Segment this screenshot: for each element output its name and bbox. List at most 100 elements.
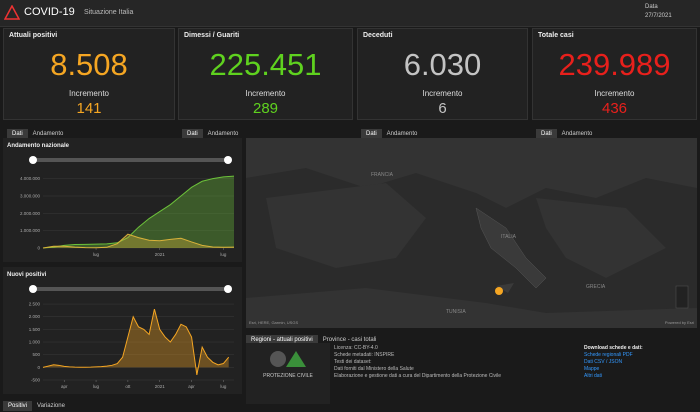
slider-handle[interactable] bbox=[224, 156, 232, 164]
tab[interactable]: Dati bbox=[7, 129, 28, 139]
download-link[interactable]: Dati CSV / JSON bbox=[584, 359, 623, 365]
tab[interactable]: Andamento bbox=[386, 131, 418, 137]
y-tick-label: 500 bbox=[32, 352, 40, 357]
y-tick-label: 0 bbox=[37, 365, 40, 370]
logo-panel: PROTEZIONE CIVILE bbox=[246, 343, 330, 404]
kpi-value: 6.030 bbox=[403, 47, 482, 82]
map-label: FRANCIA bbox=[371, 172, 394, 178]
chart-tabs: Positivi Variazione bbox=[3, 394, 70, 412]
kpi-increment: 436 bbox=[601, 100, 628, 117]
kpi-card: Dimessi / Guariti 225.451 Incremento 289 bbox=[178, 28, 353, 120]
y-tick-label: 1.000.000 bbox=[20, 228, 41, 233]
area bbox=[43, 176, 234, 248]
sicily bbox=[496, 283, 514, 293]
slider-handle[interactable] bbox=[224, 285, 232, 293]
kpi-title: Dimessi / Guariti bbox=[184, 32, 240, 39]
tab[interactable]: Regioni - attuali positivi bbox=[246, 335, 318, 345]
kpi-value: 225.451 bbox=[209, 47, 322, 82]
tab[interactable]: Dati bbox=[536, 129, 557, 139]
kpi-title: Totale casi bbox=[538, 32, 574, 39]
tab[interactable]: Province - casi totali bbox=[322, 337, 377, 343]
download-link[interactable]: Altri dati bbox=[584, 373, 603, 379]
region-marker[interactable] bbox=[495, 287, 503, 295]
title: COVID-19 bbox=[24, 6, 75, 18]
download-link[interactable]: Mappe bbox=[584, 366, 600, 372]
chart: Nuovi positivi -500 0 500 1.000 1.500 2.000 2.5… bbox=[3, 267, 242, 394]
y-tick-label: 2.000.000 bbox=[20, 211, 41, 216]
downloads: Download schede e dati: Schede regionali … bbox=[584, 345, 694, 380]
tab[interactable]: Andamento bbox=[32, 131, 64, 137]
info-line: Licenza: CC-BY-4.0 bbox=[334, 345, 378, 351]
land bbox=[246, 288, 697, 328]
x-tick-label: lug bbox=[220, 252, 227, 257]
y-tick-label: 3.000.000 bbox=[20, 194, 41, 199]
y-tick-label: 4.000.000 bbox=[20, 176, 41, 181]
zoom-control[interactable] bbox=[675, 285, 689, 309]
x-tick-label: apr bbox=[188, 384, 195, 389]
x-tick-label: apr bbox=[61, 384, 68, 389]
kpi-card: Totale casi 239.989 Incremento 436 bbox=[532, 28, 697, 120]
chart-title: Andamento nazionale bbox=[7, 143, 70, 149]
kpi-title: Attuali positivi bbox=[9, 32, 58, 39]
slider-handle[interactable] bbox=[29, 285, 37, 293]
download-link[interactable]: Schede regionali PDF bbox=[584, 352, 633, 358]
kpi-increment: 6 bbox=[438, 100, 447, 117]
kpi-card: Deceduti 6.030 Incremento 6 bbox=[357, 28, 528, 120]
x-tick-label: ott bbox=[125, 384, 131, 389]
kpi-increment-label: Incremento bbox=[594, 89, 635, 98]
tab[interactable]: Dati bbox=[182, 129, 203, 139]
land bbox=[536, 198, 666, 278]
tab[interactable]: Andamento bbox=[561, 131, 593, 137]
attribution: Esri, HERE, Garmin, USGS bbox=[249, 320, 298, 325]
chart-title: Nuovi positivi bbox=[7, 272, 47, 278]
card-tabs: Dati Andamento bbox=[182, 122, 243, 140]
slider-handle[interactable] bbox=[29, 156, 37, 164]
info-line: Schede metadati: INSPIRE bbox=[334, 352, 395, 358]
tab[interactable]: Variazione bbox=[37, 403, 65, 409]
tab[interactable]: Dati bbox=[361, 129, 382, 139]
info-line: Dati forniti dal Ministero della Salute bbox=[334, 366, 414, 372]
x-tick-label: lug bbox=[93, 252, 100, 257]
subtitle: Situazione Italia bbox=[84, 9, 134, 16]
y-tick-label: 2.000 bbox=[29, 314, 41, 319]
y-tick-label: 1.500 bbox=[29, 327, 41, 332]
map-tabs: Regioni - attuali positivi Province - cas… bbox=[246, 328, 381, 346]
kpi-increment-label: Incremento bbox=[245, 89, 286, 98]
tab[interactable]: Positivi bbox=[3, 401, 33, 411]
kpi-increment: 289 bbox=[252, 100, 279, 117]
y-tick-label: 2.500 bbox=[29, 302, 41, 307]
y-tick-label: -500 bbox=[31, 378, 41, 383]
line bbox=[42, 233, 235, 249]
tab[interactable]: Andamento bbox=[207, 131, 239, 137]
line bbox=[42, 175, 235, 249]
logos bbox=[270, 351, 306, 367]
area bbox=[43, 234, 234, 248]
info-line: Testi dei dataset: bbox=[334, 359, 372, 365]
card-tabs: Dati Andamento bbox=[7, 122, 68, 140]
download-title: Download schede e dati: bbox=[584, 345, 643, 351]
card-tabs: Dati Andamento bbox=[536, 122, 597, 140]
header: COVID-19 Situazione Italia Data 27/7/202… bbox=[0, 0, 700, 27]
area bbox=[43, 309, 229, 375]
map-label: TUNISIA bbox=[446, 309, 466, 315]
line bbox=[42, 308, 230, 376]
kpi-increment-label: Incremento bbox=[422, 89, 463, 98]
x-tick-label: lug bbox=[93, 384, 100, 389]
map-label: GRECIA bbox=[586, 284, 606, 290]
logo-icon bbox=[4, 5, 20, 20]
kpi-card: Attuali positivi 8.508 Incremento 141 bbox=[3, 28, 175, 120]
x-tick-label: 2021 bbox=[155, 252, 166, 257]
x-tick-label: 2021 bbox=[155, 384, 166, 389]
map[interactable]: FRANCIA ITALIA TUNISIA GRECIA Esri, HERE… bbox=[246, 138, 697, 328]
date-label: Data bbox=[645, 4, 658, 10]
powered: Powered by Esri bbox=[665, 320, 694, 325]
logo-text: PROTEZIONE CIVILE bbox=[263, 373, 313, 379]
land bbox=[266, 183, 426, 268]
kpi-increment: 141 bbox=[76, 100, 102, 117]
info-line: Elaborazione e gestione dati a cura del … bbox=[334, 373, 502, 379]
kpi-value: 8.508 bbox=[50, 47, 128, 82]
kpi-value: 239.989 bbox=[558, 47, 671, 82]
y-tick-label: 0 bbox=[37, 246, 40, 251]
kpi-increment-label: Incremento bbox=[68, 89, 110, 98]
